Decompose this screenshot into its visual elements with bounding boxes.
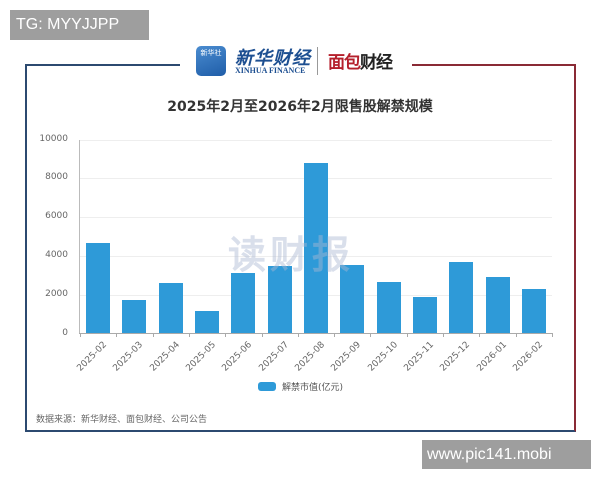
bottom-watermark-url: www.pic141.mobi [422,440,591,469]
x-tick-mark [116,333,118,337]
x-tick-mark [479,333,481,337]
y-tick-label: 10000 [39,133,68,144]
xinhua-finance-logo-text: 新华财经 [235,48,311,69]
bar-2025-12[interactable] [449,262,474,334]
x-tick-mark [552,333,553,337]
bar-2025-10[interactable] [376,282,401,334]
bar-2025-08[interactable] [304,163,328,334]
chart-title: 2025年2月至2026年2月限售股解禁规模 [167,99,433,115]
bar-2025-11[interactable] [412,297,437,334]
frame-right-border [300,64,576,432]
frame-left-border [25,64,300,432]
y-tick-label: 2000 [45,288,68,299]
chart-legend[interactable]: 解禁市值(亿元) [258,380,343,393]
bar-2025-04[interactable] [158,282,183,334]
legend-label: 解禁市值(亿元) [282,383,344,393]
bar-2025-09[interactable] [340,265,365,334]
y-tick-label: 6000 [45,211,68,222]
top-watermark-tag: TG: MYYJJPP [10,10,149,40]
x-tick-mark [406,333,408,337]
logo-separator [317,47,318,75]
xinhua-logo-icon: 新华社 [196,46,226,76]
legend-swatch [258,382,276,391]
bar-2025-06[interactable] [231,272,256,334]
x-tick-mark [515,333,517,337]
x-tick-mark [80,333,81,337]
data-source-note: 数据来源：新华财经、面包财经、公司公告 [36,415,208,425]
bar-2025-05[interactable] [195,310,220,334]
x-tick-mark [225,333,227,337]
x-tick-mark [188,333,190,337]
mianbao-finance-logo: 面包财经 [328,48,393,73]
bar-2025-02[interactable] [86,242,111,334]
y-tick-label: 8000 [45,172,68,183]
x-tick-mark [297,333,299,337]
mianbao-part1: 面包 [328,53,361,73]
x-axis [79,333,552,334]
y-tick-label: 4000 [45,249,68,260]
bar-2026-02[interactable] [521,288,546,334]
y-tick-label: 0 [62,327,68,338]
bar-2026-01[interactable] [485,276,510,334]
watermark-text: 读财报 [228,233,355,277]
y-axis [79,140,80,334]
bar-2025-07[interactable] [267,265,292,334]
xinhua-finance-subtext: XINHUA FINANCE [235,66,306,75]
x-tick-mark [443,333,445,337]
gridline [80,139,552,141]
x-tick-mark [152,333,154,337]
x-tick-mark [334,333,336,337]
bar-2025-03[interactable] [122,299,147,334]
x-tick-mark [261,333,263,337]
xinhua-icon-text: 新华社 [200,49,222,57]
mianbao-part2: 财经 [360,53,393,73]
x-tick-mark [370,333,372,337]
